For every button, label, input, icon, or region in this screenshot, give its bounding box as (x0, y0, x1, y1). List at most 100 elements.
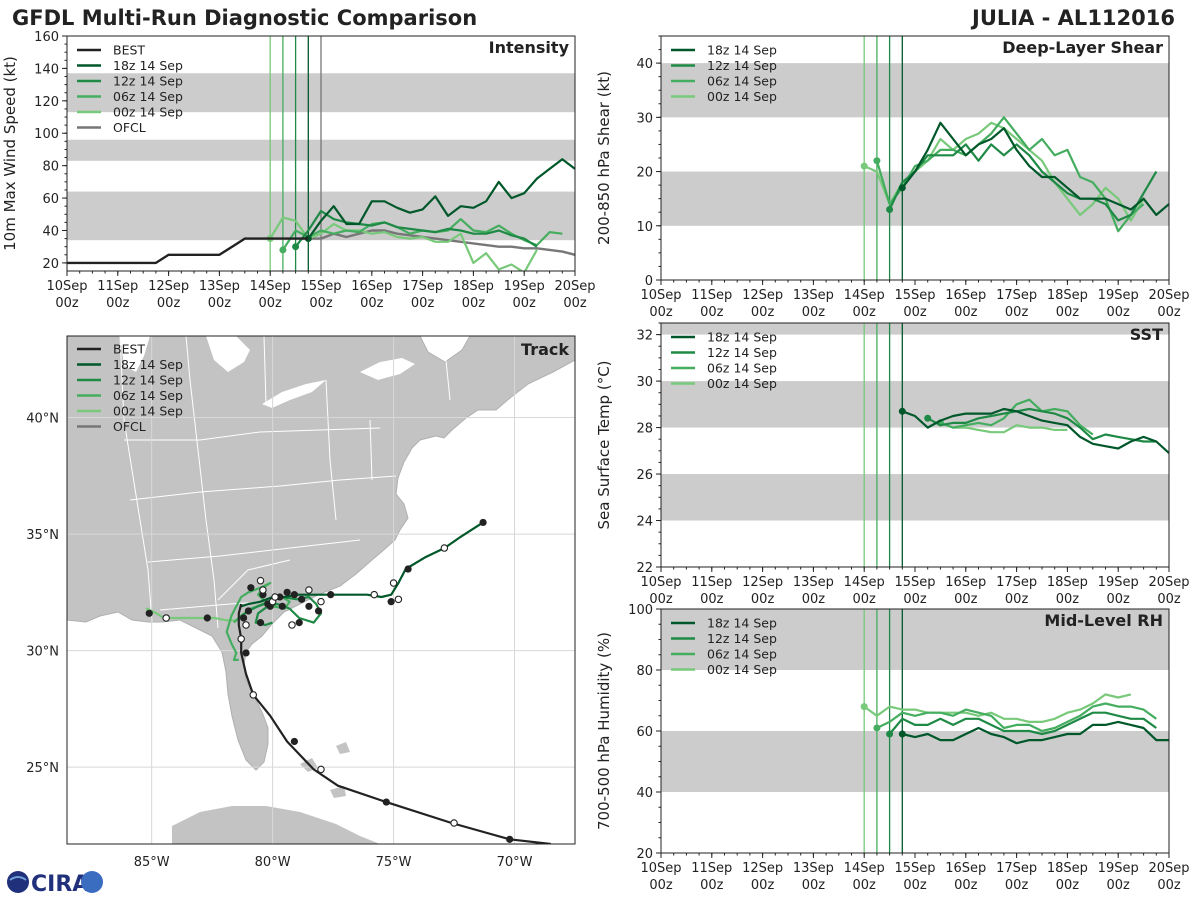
sst-panel: 22 24 26 28 30 32 10Sep 00z 11Sep 00z 12Sep 00z 13Se… (595, 322, 1190, 607)
sst-ytick-label: 32 (636, 329, 653, 344)
track-legend-label-ofcl: OFCL (113, 419, 146, 434)
sst-series-12z-14-sep-start (924, 414, 932, 422)
track-marker-filled (290, 591, 298, 599)
sst-xtick-label-hour: 00z (700, 592, 724, 607)
rh-xtick-label-day: 15Sep (894, 861, 935, 876)
track-xtick-label: 75°W (376, 855, 412, 870)
intensity-series-18z-14-sep (307, 158, 575, 240)
track-marker-filled (314, 607, 323, 615)
shear-legend-label-18z-14-sep: 18z 14 Sep (707, 43, 777, 58)
shear-xtick-label-day: 16Sep (945, 288, 986, 303)
sst-xtick-label-hour: 00z (751, 592, 775, 607)
track-legend-label-12z-14-sep: 12z 14 Sep (113, 373, 183, 388)
rh-xtick-label-day: 20Sep (1148, 861, 1189, 876)
sst-series (898, 398, 1169, 454)
track-marker-filled (506, 835, 514, 843)
intensity-xtick-label-day: 17Sep (402, 279, 443, 294)
rh-xtick-label-hour: 00z (700, 878, 724, 893)
track-marker-open (288, 621, 296, 629)
track-marker-open (249, 691, 258, 699)
sst-ytick-label: 30 (636, 375, 653, 390)
sst-xtick-label-day: 16Sep (945, 575, 986, 590)
rh-series-18z-14-sep-start (898, 730, 906, 738)
storm-name: JULIA - AL112016 (970, 6, 1175, 30)
shear-xtick-label-day: 11Sep (691, 288, 732, 303)
logo-swoosh-icon (9, 876, 27, 881)
sst-legend-label-06z-14-sep: 06z 14 Sep (707, 361, 777, 376)
sst-series-12z-14-sep (927, 407, 1157, 443)
intensity-panel: 20 40 60 80 100 120 140 160 10Sep 00z 11Sep 00z 12Se… (1, 30, 596, 311)
rh-ytick-label: 40 (636, 786, 653, 801)
track-ytick-label: 35°N (26, 528, 59, 543)
intensity-xtick-label-hour: 00z (106, 296, 130, 311)
sst-ytick-label: 28 (636, 422, 653, 437)
intensity-ytick-label: 120 (34, 95, 59, 110)
sst-xtick-label-day: 15Sep (894, 575, 935, 590)
track-legend-label-best: BEST (113, 342, 145, 357)
sst-xtick-label-day: 17Sep (996, 575, 1037, 590)
track-xtick-label: 80°W (255, 855, 291, 870)
track-marker-open (271, 593, 279, 601)
rh-xtick-label-hour: 00z (1107, 878, 1131, 893)
shear-ytick-label: 20 (636, 166, 653, 181)
cira-logo: CIRA (7, 871, 103, 897)
track-marker-filled (404, 565, 412, 573)
intensity-xtick-label-hour: 00z (360, 296, 384, 311)
rh-xtick-label-hour: 00z (853, 878, 877, 893)
shear-xtick-label-hour: 00z (903, 305, 927, 320)
track-marker-open (440, 544, 449, 552)
track-marker-filled (244, 607, 253, 615)
intensity-title: Intensity (489, 38, 570, 57)
shear-ylabel: 200-850 hPa Shear (kt) (595, 71, 613, 245)
logo-globe-icon (7, 871, 29, 893)
track-marker-open (370, 590, 378, 599)
shear-xtick-label-hour: 00z (1056, 305, 1080, 320)
track-legend-label-18z-14-sep: 18z 14 Sep (113, 357, 183, 372)
shear-xtick-label-hour: 00z (853, 305, 877, 320)
shear-legend-label-00z-14-sep: 00z 14 Sep (707, 89, 777, 104)
rh-xtick-label-hour: 00z (954, 878, 978, 893)
intensity-xtick-label-day: 13Sep (199, 279, 240, 294)
sst-xtick-label-day: 10Sep (640, 575, 681, 590)
rh-series-18z-14-sep (902, 720, 1169, 745)
track-marker-open (259, 586, 267, 594)
logo-text: CIRA (31, 872, 89, 897)
shear-panel: 0 10 20 30 40 10Sep 00z 11Sep 00z 12Sep 00z 13Sep 00… (595, 35, 1190, 320)
track-marker-open (242, 621, 250, 629)
rh-xtick-label-day: 11Sep (691, 861, 732, 876)
intensity-legend-label-best: BEST (113, 43, 145, 58)
track-ytick-label: 40°N (26, 412, 59, 427)
lake-michigan (120, 336, 150, 372)
rh-xtick-label-hour: 00z (1157, 878, 1181, 893)
rh-series (860, 693, 1169, 745)
intensity-xtick-label-hour: 00z (157, 296, 181, 311)
shear-xtick-label-day: 13Sep (793, 288, 834, 303)
track-marker-open (305, 586, 313, 594)
intensity-ytick-label: 100 (34, 127, 59, 142)
sst-series-18z-14-sep (901, 407, 1169, 454)
rh-xtick-label-day: 12Sep (742, 861, 783, 876)
intensity-ytick-label: 140 (34, 62, 59, 77)
track-xtick-label: 70°W (497, 855, 533, 870)
track-marker-open (450, 819, 458, 827)
shear-ytick-label: 40 (636, 57, 653, 72)
track-marker-filled (203, 614, 211, 622)
shear-xtick-label-day: 14Sep (844, 288, 885, 303)
track-series-best (237, 603, 551, 844)
shear-series-00z-14-sep-start (860, 162, 868, 170)
intensity-xtick-label-hour: 00z (55, 296, 79, 311)
intensity-ytick-label: 20 (42, 257, 59, 272)
track-gridlines (67, 336, 575, 844)
sst-xtick-label-hour: 00z (853, 592, 877, 607)
shear-xtick-label-hour: 00z (1107, 305, 1131, 320)
rh-title: Mid-Level RH (1044, 611, 1163, 630)
intensity-legend-label-ofcl: OFCL (113, 120, 146, 135)
track-legend-label-06z-14-sep: 06z 14 Sep (113, 388, 183, 403)
shear-xtick-label-hour: 00z (1157, 305, 1181, 320)
intensity-xtick-label-hour: 00z (563, 296, 587, 311)
intensity-ytick-label: 40 (42, 224, 59, 239)
rh-band-1 (661, 609, 1169, 670)
rh-band-0 (661, 731, 1169, 792)
sst-ytick-label: 22 (636, 561, 653, 576)
